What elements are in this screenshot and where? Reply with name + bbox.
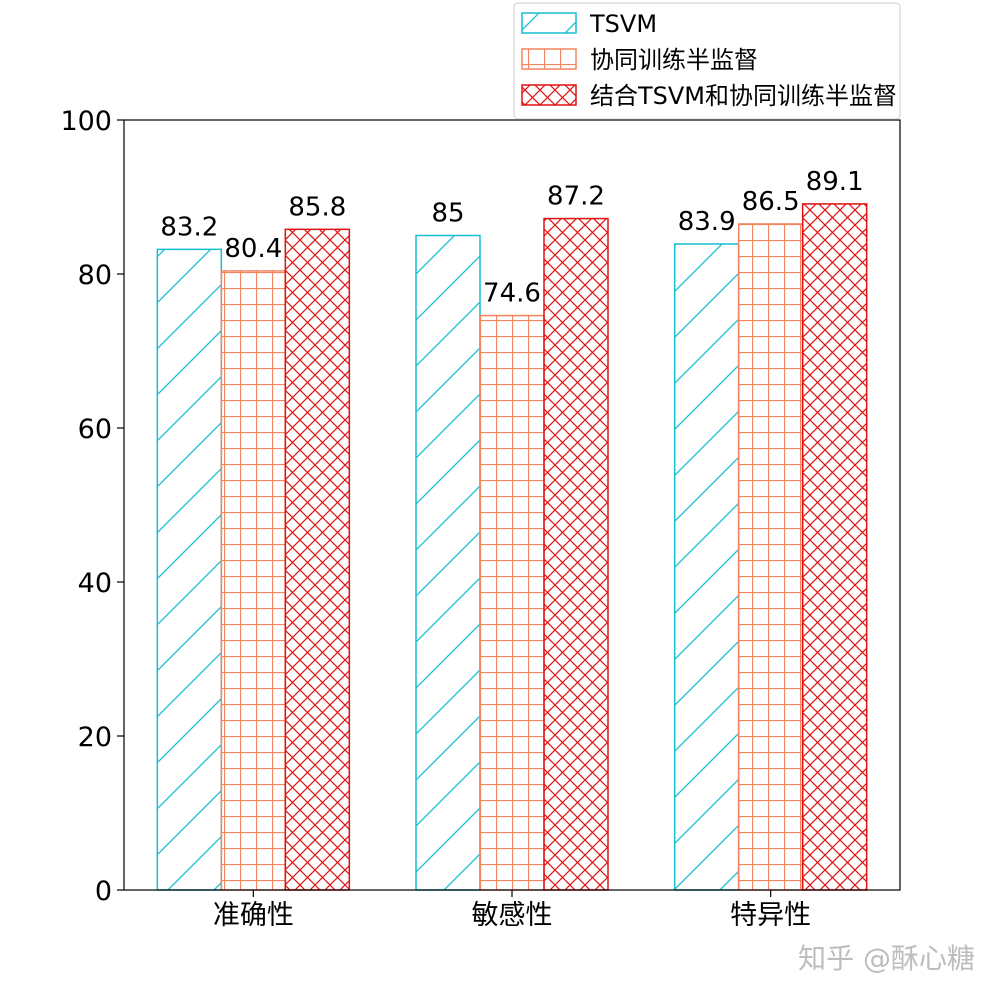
legend-swatch-3 xyxy=(521,84,577,106)
y-tick-label: 80 xyxy=(78,260,112,291)
data-label: 87.2 xyxy=(547,182,605,212)
x-tick-label: 特异性 xyxy=(730,900,811,931)
data-label: 83.2 xyxy=(160,212,218,242)
data-labels-layer: 83.280.485.8 85 74.6 87.2 83.986.589.1 xyxy=(160,167,863,309)
bar-1-2 xyxy=(415,234,481,891)
bar-3-1 xyxy=(284,228,351,891)
data-label: 85 xyxy=(431,199,464,229)
y-tick-label: 100 xyxy=(60,106,112,137)
legend-label-3: 结合TSVM和协同训练半监督 xyxy=(590,82,897,110)
data-label: 89.1 xyxy=(806,167,864,197)
bars-layer xyxy=(156,203,868,891)
y-tick-label: 40 xyxy=(78,568,112,599)
y-tick-label: 20 xyxy=(78,722,112,753)
bar-2-2 xyxy=(479,314,545,891)
bar-1-1 xyxy=(156,248,223,891)
y-tick-label: 60 xyxy=(78,414,112,445)
bar-1-3 xyxy=(673,243,740,891)
legend-swatch-2 xyxy=(521,48,577,70)
data-label: 86.5 xyxy=(742,187,800,217)
legend-box xyxy=(513,2,901,120)
legend-label-1: TSVM xyxy=(589,10,657,38)
plot-frame xyxy=(123,119,901,891)
axes-layer: 准确性 敏感性 特异性 0 20 40 60 80 100 xyxy=(60,106,901,931)
watermark-text: 知乎 @酥心糖 xyxy=(798,942,975,975)
x-tick-label: 准确性 xyxy=(213,900,294,931)
y-tick-label: 0 xyxy=(95,876,112,907)
data-label: 74.6 xyxy=(483,279,541,309)
data-label: 80.4 xyxy=(224,234,282,264)
bar-2-1 xyxy=(220,270,287,891)
legend-swatch-1 xyxy=(521,12,577,34)
x-tick-label: 敏感性 xyxy=(472,900,553,931)
data-label: 85.8 xyxy=(288,192,346,222)
bar-3-3 xyxy=(801,203,868,891)
bar-3-2 xyxy=(543,217,609,891)
legend-label-2: 协同训练半监督 xyxy=(590,46,758,74)
bar-2-3 xyxy=(737,223,804,891)
data-label: 83.9 xyxy=(678,207,736,237)
